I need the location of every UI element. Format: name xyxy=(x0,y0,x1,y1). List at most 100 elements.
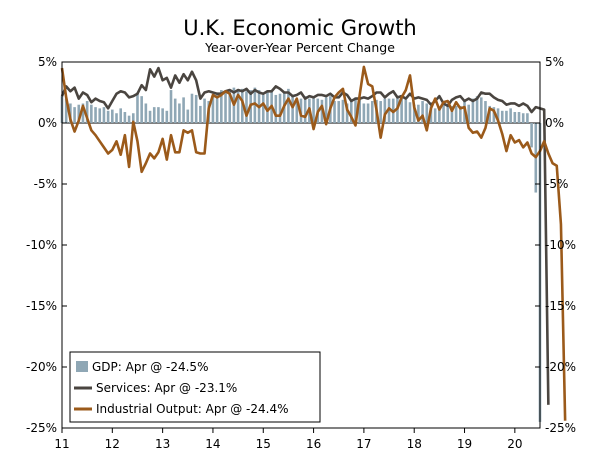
y-tick-label-right: -20% xyxy=(545,360,576,374)
gdp-bar xyxy=(165,110,169,123)
gdp-bar xyxy=(157,107,160,123)
gdp-bar xyxy=(350,101,353,123)
x-tick-label: 17 xyxy=(356,437,371,451)
gdp-bar xyxy=(517,112,521,123)
gdp-bar xyxy=(345,103,349,123)
gdp-bar xyxy=(404,99,408,123)
gdp-bar xyxy=(417,104,420,123)
gdp-bar xyxy=(169,90,173,123)
gdp-bar xyxy=(111,109,114,123)
gdp-bar xyxy=(236,90,240,123)
x-tick-label: 18 xyxy=(407,437,422,451)
gdp-bar xyxy=(131,113,135,123)
gdp-bar xyxy=(446,105,450,123)
gdp-bar xyxy=(496,108,500,123)
legend-services-label: Services: Apr @ -23.1% xyxy=(96,381,237,395)
gdp-bar xyxy=(228,90,232,123)
y-tick-label-right: 0% xyxy=(545,116,564,130)
legend-gdp-label: GDP: Apr @ -24.5% xyxy=(92,360,208,374)
gdp-bar xyxy=(77,104,81,123)
gdp-bar xyxy=(224,92,227,123)
y-tick-label-left: 0% xyxy=(38,116,57,130)
gdp-bar xyxy=(295,99,299,123)
x-tick-label: 15 xyxy=(256,437,271,451)
gdp-bar xyxy=(354,97,357,123)
gdp-bar xyxy=(253,87,257,123)
gdp-bar xyxy=(115,113,118,123)
gdp-bar xyxy=(400,94,403,123)
y-tick-label-left: -25% xyxy=(26,421,57,435)
x-axis-labels: 11 12 13 14 15 16 17 18 19 20 xyxy=(54,437,522,451)
gdp-bar xyxy=(379,101,382,123)
services-line xyxy=(60,66,550,405)
gdp-bar xyxy=(324,97,328,123)
gdp-bar xyxy=(454,105,458,123)
gdp-bar xyxy=(119,108,122,123)
gdp-bar xyxy=(203,98,206,123)
gdp-bar xyxy=(123,112,127,123)
axis-ticks xyxy=(61,61,540,433)
gdp-bar xyxy=(199,105,202,123)
y-tick-label-right: -10% xyxy=(545,238,576,252)
gdp-bar xyxy=(513,112,517,123)
x-tick-label: 14 xyxy=(205,437,220,451)
gdp-bar xyxy=(475,96,479,123)
gdp-bar xyxy=(140,96,143,123)
gdp-bar xyxy=(412,104,416,123)
x-tick-label: 11 xyxy=(54,437,69,451)
gdp-bar xyxy=(152,107,156,123)
gdp-bar xyxy=(90,104,93,123)
x-tick-label: 12 xyxy=(105,437,120,451)
gdp-bar xyxy=(94,107,97,123)
gdp-bar xyxy=(467,104,470,123)
gdp-bar xyxy=(500,110,504,123)
gdp-bar xyxy=(182,97,185,123)
gdp-bar xyxy=(358,98,361,123)
gdp-bar xyxy=(106,110,110,123)
chart-subtitle: Year-over-Year Percent Change xyxy=(204,40,395,55)
gdp-bar xyxy=(136,92,139,123)
y-axis-labels-right: 5% 0% -5% -10% -15% -20% -25% xyxy=(545,55,576,435)
gdp-bar xyxy=(186,109,190,123)
gdp-bar xyxy=(341,99,345,123)
chart-title: U.K. Economic Growth xyxy=(183,16,417,40)
y-tick-label-left: -15% xyxy=(26,299,57,313)
y-tick-label-left: 5% xyxy=(38,55,57,69)
x-tick-label: 13 xyxy=(155,437,170,451)
x-tick-label: 16 xyxy=(306,437,321,451)
gdp-bar xyxy=(425,103,429,123)
gdp-bar xyxy=(102,107,106,123)
gdp-bar xyxy=(526,113,529,123)
gdp-bar xyxy=(442,104,445,123)
gdp-bar xyxy=(521,113,525,123)
gdp-bar xyxy=(98,108,102,123)
gdp-bar xyxy=(127,115,131,123)
x-tick-label: 20 xyxy=(507,437,522,451)
gdp-bar xyxy=(173,98,177,123)
gdp-bar xyxy=(530,123,533,148)
gdp-bar xyxy=(459,105,462,123)
gdp-bar xyxy=(261,94,265,123)
x-tick-label: 19 xyxy=(457,437,472,451)
gdp-bar xyxy=(190,93,194,123)
gdp-bar xyxy=(220,90,223,123)
gdp-bar xyxy=(211,96,215,123)
gdp-bar xyxy=(509,108,512,123)
gdp-bar xyxy=(387,98,391,123)
y-tick-label-right: -25% xyxy=(545,421,576,435)
y-axis-labels-left: 5% 0% -5% -10% -15% -20% -25% xyxy=(26,55,57,435)
y-tick-label-left: -10% xyxy=(26,238,57,252)
gdp-bar xyxy=(85,101,89,123)
gdp-bar xyxy=(408,102,412,123)
gdp-bar xyxy=(312,97,315,123)
gdp-bar xyxy=(274,94,278,123)
y-tick-label-right: -5% xyxy=(545,177,568,191)
gdp-bar xyxy=(492,107,496,123)
gdp-bar xyxy=(438,107,441,123)
gdp-bar xyxy=(333,101,336,123)
gdp-bar xyxy=(366,103,370,123)
gdp-bar xyxy=(266,92,269,123)
gdp-bar xyxy=(287,88,290,123)
gdp-bar xyxy=(161,108,164,123)
